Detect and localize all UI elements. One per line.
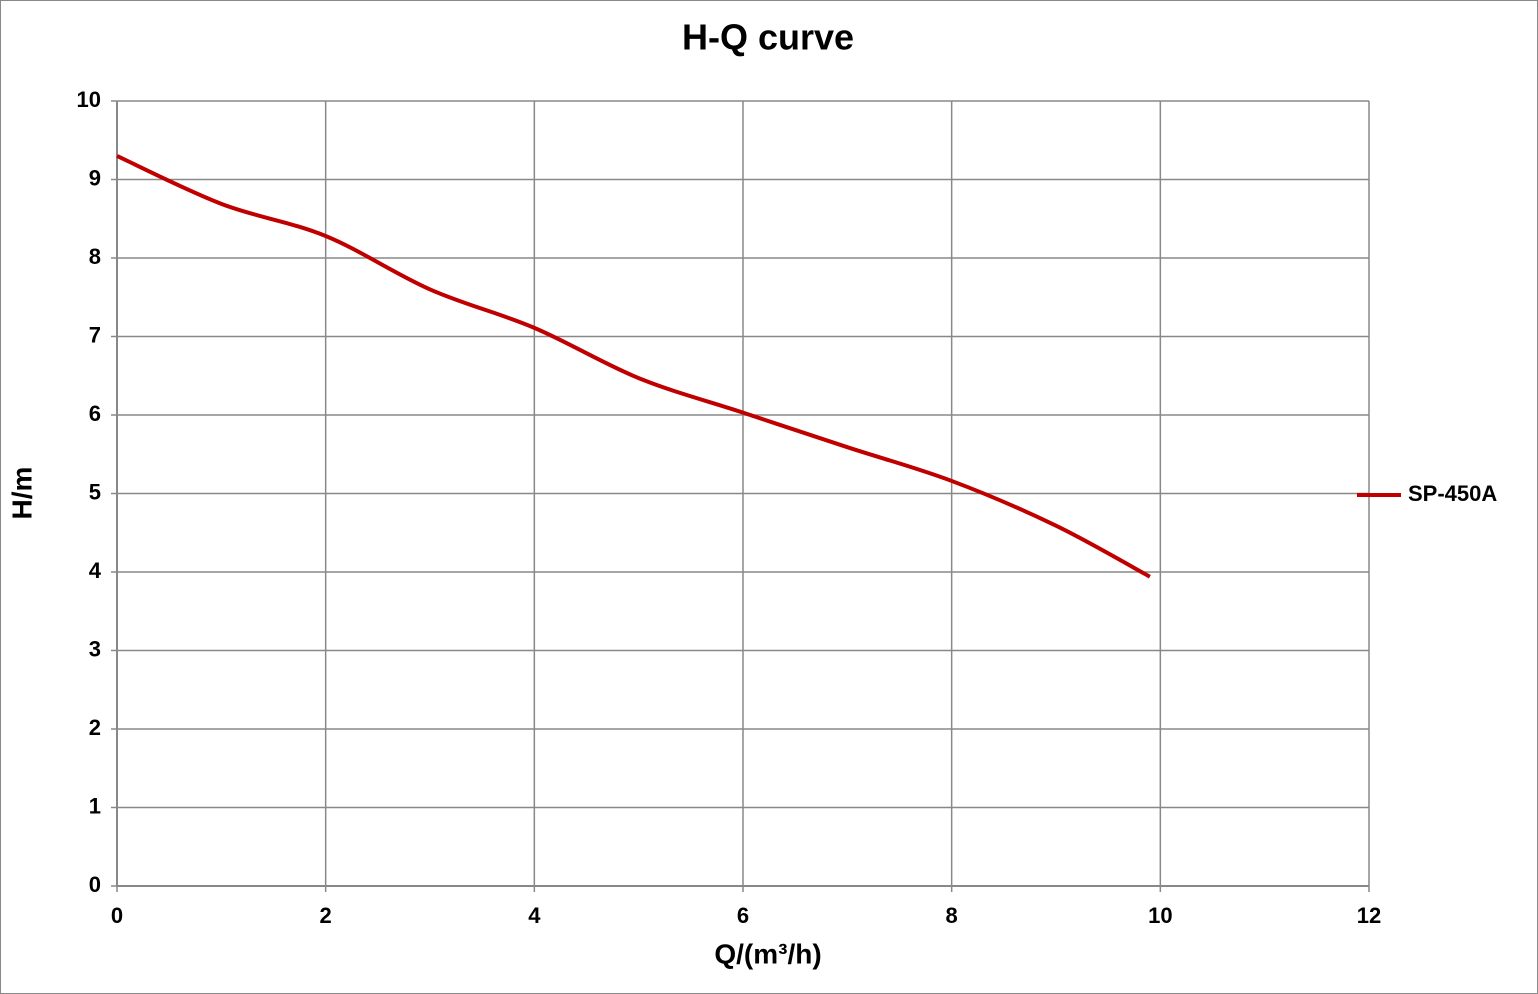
chart-title: H-Q curve (682, 17, 854, 58)
x-tick-label: 8 (946, 903, 958, 928)
x-tick-label: 4 (528, 903, 541, 928)
legend-label: SP-450A (1408, 481, 1497, 506)
x-tick-label: 6 (737, 903, 749, 928)
y-tick-label: 1 (89, 793, 101, 818)
y-tick-label: 9 (89, 165, 101, 190)
x-tick-label: 10 (1148, 903, 1172, 928)
y-tick-label: 6 (89, 401, 101, 426)
y-tick-label: 2 (89, 715, 101, 740)
x-tick-label: 0 (111, 903, 123, 928)
x-axis-label: Q/(m³/h) (714, 938, 821, 969)
y-tick-label: 8 (89, 244, 101, 269)
series-line (116, 154, 1151, 579)
y-tick-label: 4 (89, 558, 102, 583)
y-axis-label: H/m (6, 467, 37, 520)
y-tick-label: 0 (89, 872, 101, 897)
y-tick-label: 7 (89, 322, 101, 347)
y-tick-label: 3 (89, 636, 101, 661)
x-tick-label: 2 (320, 903, 332, 928)
x-tick-label: 12 (1357, 903, 1381, 928)
y-tick-label: 5 (89, 479, 101, 504)
y-tick-label: 10 (77, 87, 101, 112)
